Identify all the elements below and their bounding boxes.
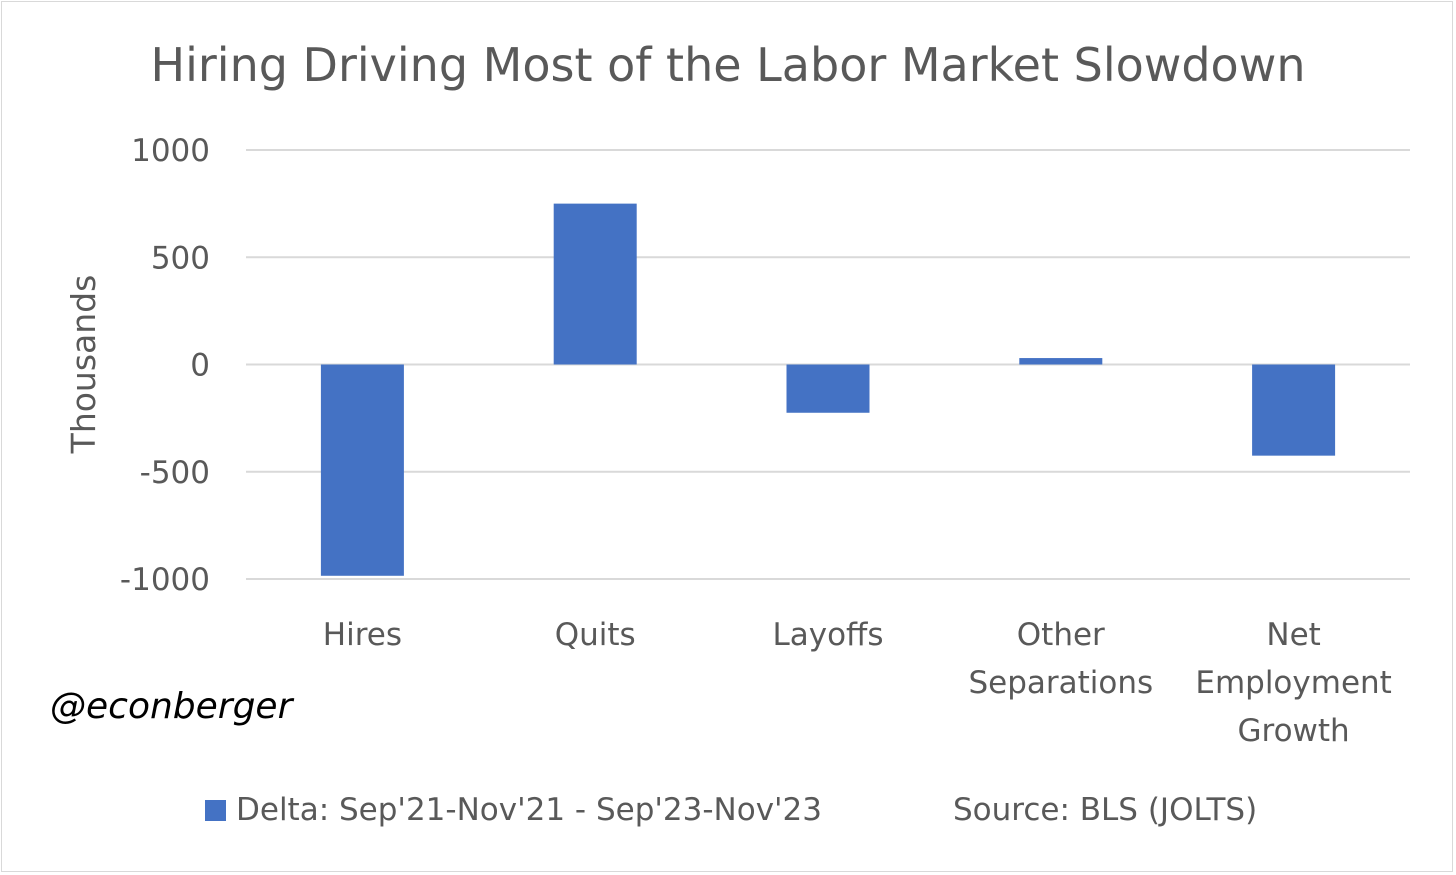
- legend-swatch: [205, 799, 226, 821]
- y-tick-label: 500: [151, 240, 210, 276]
- y-axis-ticks: 1000 500 0 -500 -1000: [120, 133, 210, 598]
- bar: [1019, 358, 1103, 365]
- x-category-label: Layoffs: [772, 617, 883, 653]
- source-note: Source: BLS (JOLTS): [953, 792, 1258, 828]
- y-axis-label: Thousands: [64, 275, 103, 455]
- x-category-label-line: Layoffs: [772, 617, 883, 653]
- x-category-label: Quits: [555, 617, 636, 653]
- legend-label: Delta: Sep'21-Nov'21 - Sep'23-Nov'23: [236, 792, 823, 828]
- chart-title: Hiring Driving Most of the Labor Market …: [150, 38, 1306, 92]
- y-tick-label: 1000: [131, 133, 210, 169]
- x-category-label-line: Employment: [1195, 665, 1391, 701]
- y-tick-label: 0: [190, 348, 210, 384]
- x-axis-categories: Hires Quits Layoffs Other Separations Net Empl…: [323, 617, 1392, 749]
- x-category-label: Net Employment Growth: [1195, 617, 1391, 749]
- bar: [320, 364, 404, 576]
- x-category-label-line: Growth: [1237, 713, 1349, 749]
- x-category-label: Other Separations: [968, 617, 1153, 701]
- x-category-label-line: Other: [1017, 617, 1105, 653]
- x-category-label-line: Hires: [323, 617, 402, 653]
- x-category-label: Hires: [323, 617, 402, 653]
- author-handle: @econberger: [50, 686, 293, 727]
- bar: [1252, 364, 1336, 456]
- legend: Delta: Sep'21-Nov'21 - Sep'23-Nov'23: [205, 792, 822, 828]
- x-category-label-line: Separations: [968, 665, 1153, 701]
- y-tick-label: -500: [140, 455, 210, 491]
- x-category-label-line: Net: [1266, 617, 1320, 653]
- bar: [553, 203, 637, 365]
- bars: [320, 203, 1336, 576]
- bar: [786, 364, 870, 413]
- x-category-label-line: Quits: [555, 617, 636, 653]
- y-tick-label: -1000: [120, 562, 210, 598]
